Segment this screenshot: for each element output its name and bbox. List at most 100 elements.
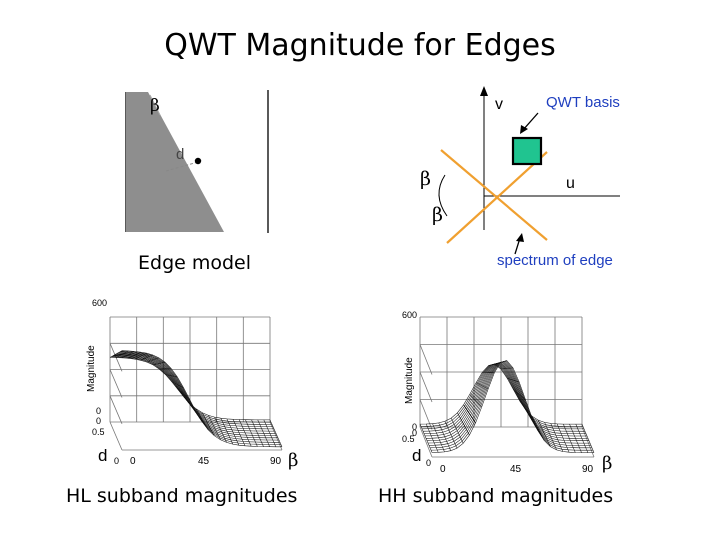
hh-beta-label: β	[602, 453, 613, 474]
surface-mesh-line	[220, 418, 234, 445]
surface-mesh-line	[513, 389, 526, 400]
surface-mesh-line	[226, 418, 240, 446]
surface-mesh-line	[165, 374, 178, 378]
hh-d-tick-0: 0	[412, 428, 418, 438]
hl-beta-tick-0: 0	[130, 456, 136, 467]
surface-mesh-line	[444, 421, 458, 449]
edge-d-label: d	[176, 146, 185, 163]
surface-mesh-line	[122, 351, 135, 359]
surface-mesh-line	[438, 422, 451, 451]
surface-mesh-line	[269, 419, 283, 447]
surface-mesh-line	[556, 423, 570, 453]
qwt-basis-label: QWT basis	[546, 94, 620, 111]
surface-mesh-line	[538, 420, 551, 447]
surface-mesh-line	[563, 423, 576, 453]
side-wall-gridline	[419, 371, 433, 403]
hl-d-tick-05: 0.5	[92, 427, 105, 437]
surface-mesh-line	[519, 400, 532, 417]
surface-mesh-line	[494, 360, 507, 365]
hh-z-tick-0: 0	[412, 422, 418, 432]
surface-mesh-line	[189, 403, 203, 422]
surface-mesh-line	[195, 408, 209, 430]
surface-mesh-line	[507, 378, 520, 383]
hh-beta-tick-45: 45	[510, 464, 522, 475]
beta-arc	[438, 174, 448, 217]
hl-beta-tick-45: 45	[198, 456, 210, 467]
surface-mesh-line	[525, 409, 539, 431]
side-wall-gridline	[109, 369, 123, 398]
surface-mesh-line	[575, 423, 589, 453]
surface-mesh-line	[153, 361, 166, 366]
surface-mesh-line	[420, 363, 583, 427]
side-wall-gridline	[109, 343, 123, 372]
hh-z-tick-600: 600	[402, 310, 418, 320]
surface-mesh-line	[457, 412, 470, 436]
surface-mesh-line	[421, 363, 584, 430]
hl-z-tick-0: 0	[96, 406, 102, 416]
surface-mesh-line	[159, 368, 172, 370]
surface-mesh-line	[257, 419, 270, 447]
hl-beta-label: β	[288, 450, 299, 471]
surface-mesh-line	[238, 419, 252, 447]
surface-mesh-line	[208, 415, 221, 440]
surface-mesh-line	[140, 354, 153, 361]
hl-d-zero: 0	[114, 456, 120, 466]
hh-d-label: d	[412, 446, 422, 465]
floor-left-edge	[109, 421, 123, 451]
spectrum-of-edge-label: spectrum of edge	[497, 252, 613, 269]
hh-d-zero: 0	[426, 458, 432, 468]
surface-mesh-line	[419, 423, 433, 453]
surface-mesh-line	[134, 352, 147, 360]
spectrum-beta-lower: β	[432, 204, 443, 226]
surface-mesh-line	[482, 372, 495, 374]
hl-beta-tick-90: 90	[270, 456, 282, 467]
surface-mesh-line	[171, 381, 184, 388]
surface-mesh-line	[450, 417, 464, 444]
slide-title: QWT Magnitude for Edges	[164, 28, 556, 63]
surface-mesh-line	[263, 419, 277, 447]
u-axis-label: u	[566, 175, 575, 192]
v-axis-arrowhead	[480, 86, 488, 96]
surface-mesh-line	[475, 382, 489, 390]
surface-mesh-line	[128, 351, 141, 359]
surface-mesh-line	[202, 412, 215, 436]
side-wall-gridline	[419, 399, 433, 430]
surface-mesh-line	[146, 357, 159, 363]
edge-model-caption: Edge model	[138, 252, 252, 274]
surface-mesh-line	[469, 394, 482, 407]
surface-mesh-line	[550, 423, 564, 452]
hl-d-tick-0: 0	[96, 416, 102, 426]
spectrum-line-1	[440, 149, 548, 241]
surface-mesh-line	[581, 423, 595, 453]
spectrum-pointer-head	[516, 233, 524, 242]
qwt-basis-pointer-head	[520, 125, 528, 134]
surface-mesh-line	[251, 419, 264, 447]
surface-mesh-line	[531, 416, 545, 441]
edge-region	[126, 92, 224, 232]
surface-mesh-line	[544, 422, 557, 451]
beta-angle-mark	[149, 94, 161, 116]
floor-left-edge	[419, 426, 433, 458]
center-point	[194, 157, 202, 165]
surface-mesh-line	[177, 388, 190, 400]
spectrum-line-2	[446, 151, 548, 244]
hh-d-tick-05: 0.5	[402, 434, 415, 444]
side-wall-gridline	[109, 395, 123, 424]
surface-mesh-line	[232, 419, 246, 446]
qwt-basis-square	[511, 136, 543, 166]
hl-caption: HL subband magnitudes	[66, 485, 298, 507]
surface-mesh-line	[116, 350, 129, 358]
surface-mesh-line	[109, 350, 123, 358]
surface-mesh-line	[432, 423, 445, 453]
surface-mesh-line	[569, 423, 582, 453]
hh-caption: HH subband magnitudes	[378, 485, 614, 507]
edge-beta-label: β	[150, 96, 160, 116]
hl-d-label: d	[98, 446, 108, 465]
surface-mesh-line	[500, 367, 514, 370]
surface-mesh-line	[463, 404, 476, 423]
surface-mesh-line	[425, 423, 439, 453]
